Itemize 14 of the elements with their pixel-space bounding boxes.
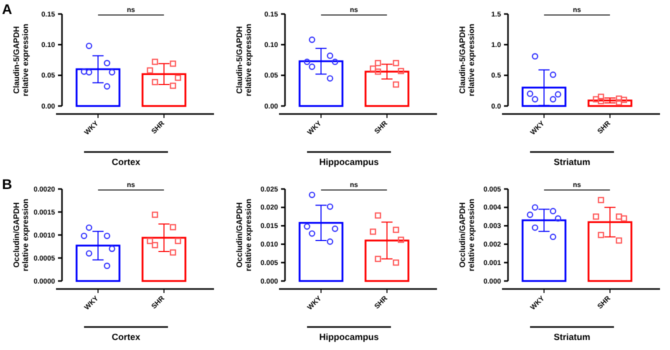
y-axis-title: Claudin-5/GAPDH relative expression [12,24,30,96]
chart-title: B [2,176,12,192]
x-axis-title: Hippocampus [319,332,379,342]
y-axis-title: Claudin-5/GAPDH relative expression [458,24,476,96]
y-axis-title: Occludin/GAPDH relative expression [458,198,476,272]
x-axis-title: Striatum [554,157,590,167]
y-axis-title: Occludin/GAPDH relative expression [235,198,253,272]
x-axis-title: Cortex [112,157,140,167]
y-axis-title: Claudin-5/GAPDH relative expression [235,24,253,96]
x-axis-title: Cortex [112,332,140,342]
y-axis-title: Occludin/GAPDH relative expression [12,198,30,272]
chart-title: A [2,1,12,17]
x-axis-title: Hippocampus [319,157,379,167]
x-axis-title: Striatum [554,332,590,342]
